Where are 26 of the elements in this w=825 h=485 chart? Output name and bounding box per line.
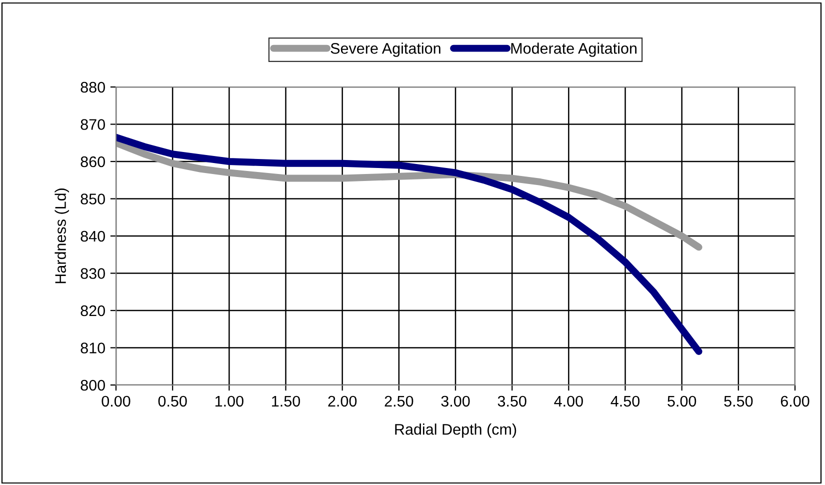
legend-label: Moderate Agitation bbox=[511, 42, 636, 57]
x-tick-label: 4.00 bbox=[554, 396, 583, 407]
y-tick-label: 800 bbox=[80, 380, 105, 391]
x-tick-label: 1.50 bbox=[272, 396, 300, 407]
x-tick-label: 5.00 bbox=[668, 396, 696, 407]
x-tick-label: 2.50 bbox=[384, 396, 414, 407]
y-tick-label: 880 bbox=[80, 82, 105, 93]
y-tick-label: 860 bbox=[80, 156, 105, 168]
y-tick-label: 840 bbox=[80, 230, 105, 242]
y-tick-label: 810 bbox=[80, 342, 105, 354]
y-tick-label: 820 bbox=[80, 305, 105, 316]
x-tick-label: 3.50 bbox=[498, 396, 526, 407]
y-tick-label: 850 bbox=[80, 194, 105, 204]
x-tick-label: 0.00 bbox=[102, 396, 130, 407]
x-tick-label: 2.00 bbox=[328, 396, 357, 407]
x-tick-label: 4.50 bbox=[610, 396, 640, 407]
x-tick-label: 5.50 bbox=[724, 396, 753, 407]
legend-label: Severe Agitation bbox=[330, 42, 440, 57]
y-axis-title: Hardness (Ld) bbox=[54, 188, 69, 284]
x-tick-label: 1.00 bbox=[215, 396, 244, 407]
x-tick-label: 3.00 bbox=[441, 396, 470, 407]
y-tick-label: 830 bbox=[80, 268, 105, 279]
x-axis-title: Radial Depth (cm) bbox=[395, 424, 516, 438]
y-tick-label: 870 bbox=[80, 119, 105, 130]
x-tick-label: 6.00 bbox=[780, 396, 810, 407]
x-tick-label: 0.50 bbox=[158, 396, 187, 407]
